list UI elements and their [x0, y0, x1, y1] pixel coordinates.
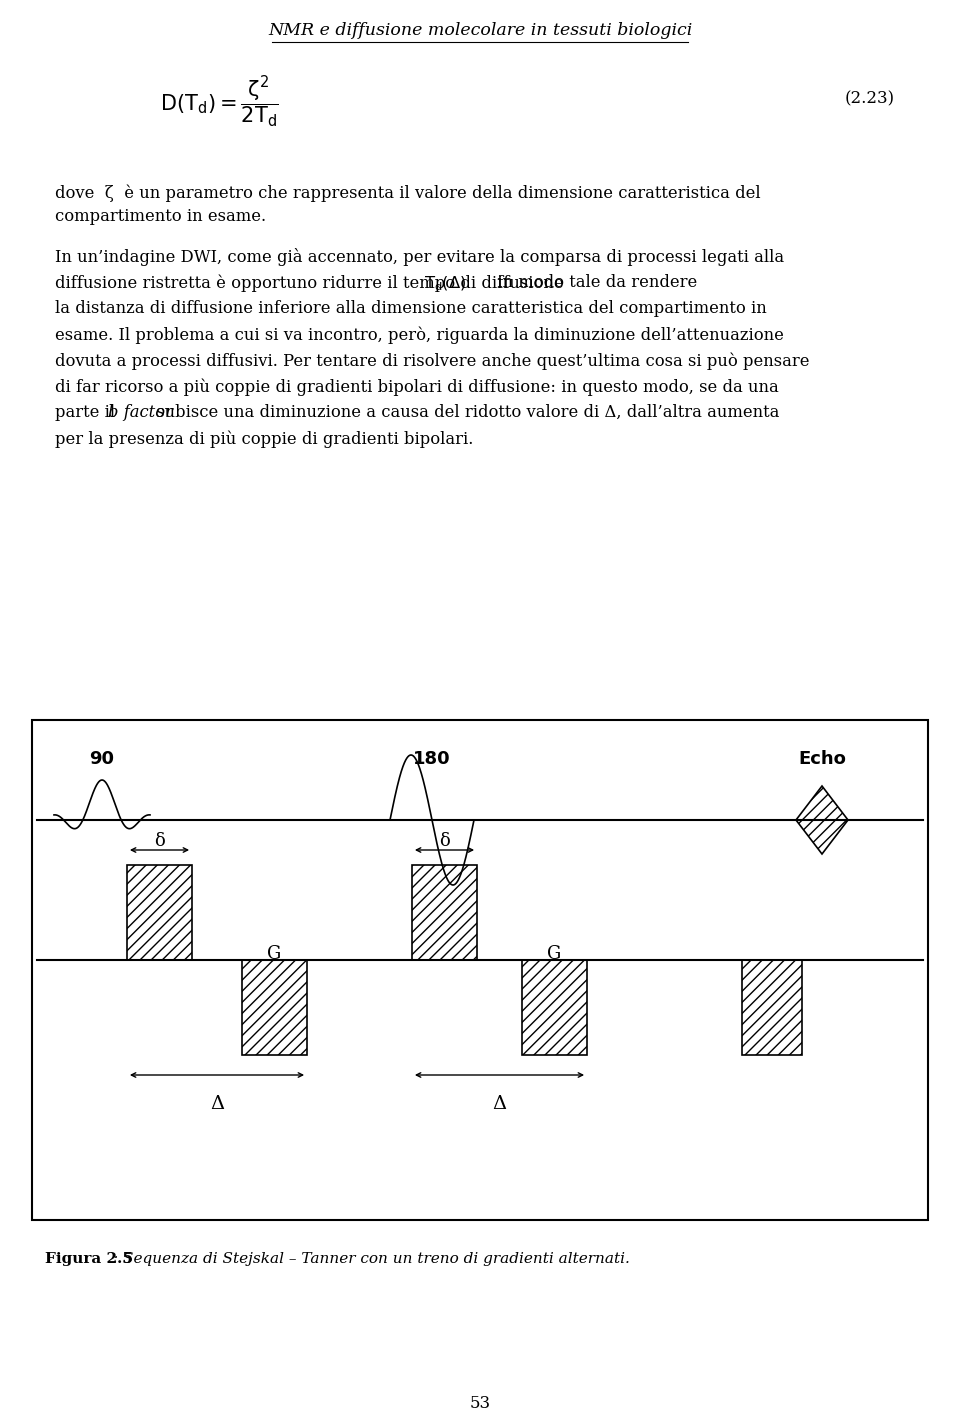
Text: di far ricorso a più coppie di gradienti bipolari di diffusione: in questo modo,: di far ricorso a più coppie di gradienti… — [55, 378, 779, 396]
Text: G: G — [268, 945, 281, 962]
Text: Figura 2.5: Figura 2.5 — [45, 1252, 132, 1267]
Text: in modo tale da rendere: in modo tale da rendere — [492, 274, 698, 291]
Text: δ: δ — [439, 833, 450, 850]
Text: 53: 53 — [469, 1395, 491, 1412]
Bar — [412, 865, 477, 960]
Text: per la presenza di più coppie di gradienti bipolari.: per la presenza di più coppie di gradien… — [55, 430, 473, 447]
Polygon shape — [796, 785, 848, 854]
Text: b factor: b factor — [108, 404, 173, 421]
Text: compartimento in esame.: compartimento in esame. — [55, 208, 266, 226]
Bar — [127, 865, 192, 960]
Text: subisce una diminuzione a causa del ridotto valore di Δ, dall’altra aumenta: subisce una diminuzione a causa del rido… — [151, 404, 780, 421]
Text: $\mathrm{T_d(\Delta)}$: $\mathrm{T_d(\Delta)}$ — [424, 276, 467, 293]
Bar — [742, 960, 802, 1055]
Text: NMR e diffusione molecolare in tessuti biologici: NMR e diffusione molecolare in tessuti b… — [268, 21, 692, 39]
Text: 180: 180 — [413, 750, 451, 768]
Text: parte il: parte il — [55, 404, 120, 421]
Text: 90: 90 — [89, 750, 114, 768]
Text: (2.23): (2.23) — [845, 90, 895, 107]
Text: dove  ζ  è un parametro che rappresenta il valore della dimensione caratteristic: dove ζ è un parametro che rappresenta il… — [55, 186, 760, 203]
Bar — [32, 720, 928, 1220]
Text: la distanza di diffusione inferiore alla dimensione caratteristica del compartim: la distanza di diffusione inferiore alla… — [55, 300, 767, 317]
Text: Echo: Echo — [798, 750, 846, 768]
Text: In un’indagine DWI, come già accennato, per evitare la comparsa di processi lega: In un’indagine DWI, come già accennato, … — [55, 248, 784, 266]
Text: G: G — [547, 945, 562, 962]
Text: $\mathrm{D(T_d) = \dfrac{\zeta^2}{2T_d}}$: $\mathrm{D(T_d) = \dfrac{\zeta^2}{2T_d}}… — [160, 76, 279, 130]
Text: Δ: Δ — [210, 1095, 224, 1112]
Text: esame. Il problema a cui si va incontro, però, riguarda la diminuzione dell’atte: esame. Il problema a cui si va incontro,… — [55, 326, 784, 344]
Text: : Sequenza di Stejskal – Tanner con un treno di gradienti alternati.: : Sequenza di Stejskal – Tanner con un t… — [113, 1252, 630, 1267]
Text: diffusione ristretta è opportuno ridurre il tempo di diffusione: diffusione ristretta è opportuno ridurre… — [55, 274, 569, 291]
Bar — [522, 960, 587, 1055]
Text: Δ: Δ — [492, 1095, 507, 1112]
Bar — [242, 960, 307, 1055]
Text: δ: δ — [155, 833, 165, 850]
Text: dovuta a processi diffusivi. Per tentare di risolvere anche quest’ultima cosa si: dovuta a processi diffusivi. Per tentare… — [55, 351, 809, 370]
